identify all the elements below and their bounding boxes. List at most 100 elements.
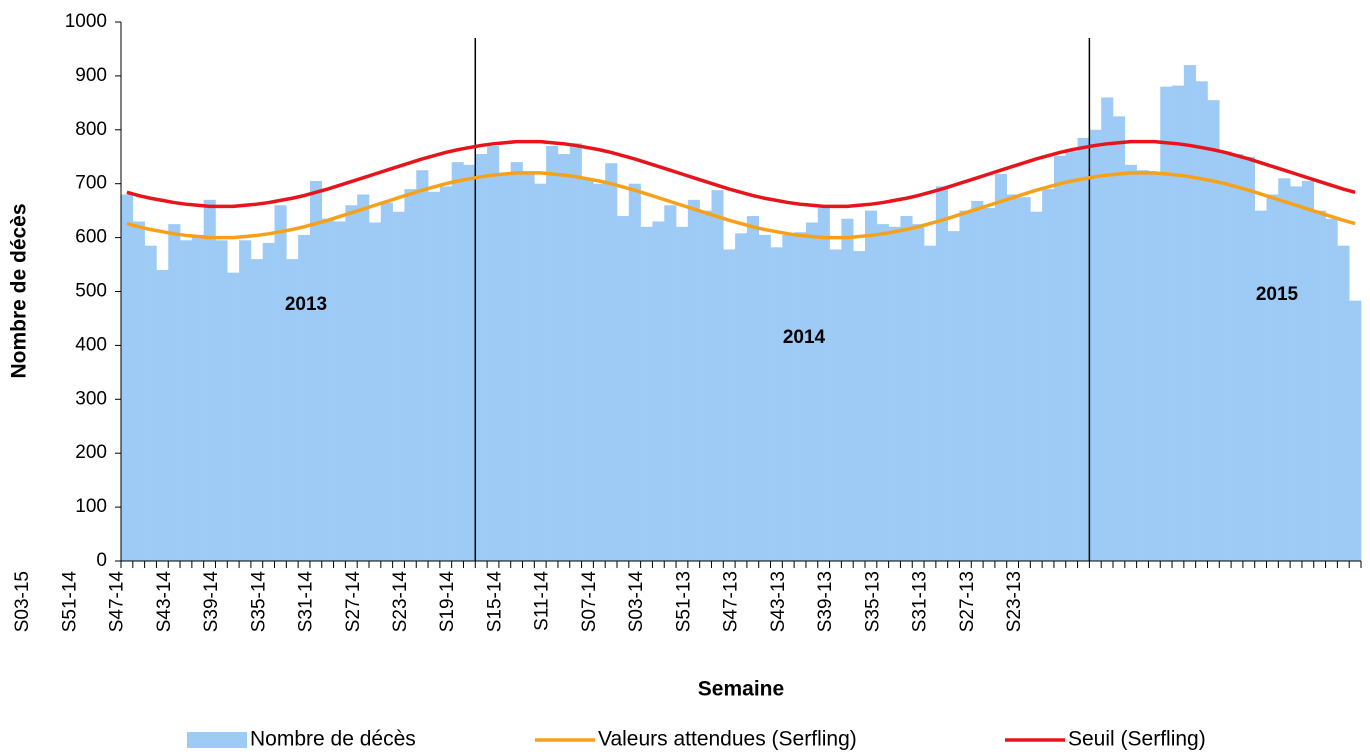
bar: [333, 221, 346, 561]
bar: [841, 218, 854, 562]
bar: [794, 232, 807, 561]
bar: [805, 222, 819, 561]
y-tick-label: 100: [75, 496, 107, 517]
bar: [829, 249, 842, 561]
legend-label: Nombre de décès: [250, 728, 416, 751]
bar: [770, 247, 783, 561]
bar: [1065, 151, 1078, 562]
bar: [1089, 129, 1102, 562]
bar: [416, 170, 429, 561]
x-tick-label: S31-14: [296, 571, 317, 633]
bar: [522, 172, 535, 562]
bar: [876, 224, 889, 561]
bar: [912, 224, 925, 561]
bar: [132, 221, 145, 561]
bar: [510, 162, 523, 561]
bar: [1325, 218, 1338, 562]
x-tick-label: S03-14: [626, 571, 647, 633]
bar: [593, 183, 606, 561]
legend-swatch: [187, 732, 247, 748]
bar: [1254, 210, 1267, 561]
bar: [392, 211, 405, 561]
bar: [1113, 116, 1126, 561]
y-axis-title: Nombre de décès: [8, 203, 31, 378]
bar: [534, 183, 547, 561]
bar: [1042, 189, 1055, 561]
bar: [900, 216, 913, 562]
bar: [664, 205, 677, 561]
bar: [1077, 137, 1090, 561]
bar: [1006, 194, 1019, 562]
bar: [227, 272, 240, 561]
bar: [1231, 154, 1244, 561]
bar: [463, 164, 476, 561]
bar: [758, 234, 771, 561]
bar: [121, 194, 134, 562]
bar: [1053, 155, 1067, 561]
bar: [1313, 210, 1326, 561]
x-tick-label: S27-13: [957, 571, 978, 632]
bar: [191, 234, 204, 561]
year-label: 2013: [285, 294, 327, 315]
bar: [1160, 86, 1173, 562]
bar: [687, 199, 700, 561]
bar: [286, 259, 299, 561]
bar: [1242, 156, 1256, 561]
year-label: 2014: [783, 327, 826, 348]
bar: [428, 191, 441, 561]
bar: [1349, 300, 1362, 561]
x-tick-label: S35-14: [248, 571, 269, 633]
bar: [1101, 97, 1114, 562]
bar: [994, 173, 1008, 562]
bar: [817, 207, 830, 561]
x-tick-label: S11-14: [532, 571, 553, 631]
x-tick-label: S47-14: [107, 571, 128, 633]
bar: [156, 269, 169, 561]
bar: [1195, 81, 1208, 561]
bar: [1290, 186, 1303, 561]
x-tick-label: S23-13: [1004, 571, 1025, 632]
y-tick-label: 300: [75, 388, 107, 409]
bar: [865, 210, 878, 561]
y-tick-label: 600: [75, 227, 107, 248]
bar: [203, 199, 216, 561]
y-tick-label: 700: [75, 173, 107, 194]
bar: [274, 205, 287, 561]
bar: [1172, 85, 1185, 562]
bar: [924, 245, 937, 561]
bar: [404, 189, 417, 561]
bar: [475, 154, 488, 561]
bar: [782, 234, 795, 561]
bar: [1183, 65, 1196, 562]
x-tick-label: S15-14: [484, 571, 505, 633]
bar: [1124, 164, 1137, 561]
bar: [439, 186, 452, 561]
y-tick-label: 900: [75, 65, 107, 86]
bar: [888, 226, 901, 561]
y-tick-label: 400: [75, 334, 107, 355]
bar: [321, 218, 334, 562]
legend-label: Seuil (Serfling): [1068, 728, 1206, 751]
bar: [298, 234, 311, 561]
x-tick-label: S51-14: [59, 571, 80, 633]
x-tick-label: S43-13: [768, 571, 789, 632]
bar: [262, 242, 275, 562]
bar: [652, 221, 665, 561]
bar: [487, 145, 500, 561]
x-tick-label: S31-13: [910, 571, 931, 632]
bar: [309, 181, 323, 561]
bar: [1301, 181, 1315, 561]
bar: [380, 202, 393, 561]
x-tick-label: S27-14: [343, 571, 364, 633]
line: [126, 139, 1356, 209]
bar: [735, 233, 748, 561]
bar: [180, 240, 193, 562]
y-tick-label: 500: [75, 281, 107, 302]
bar: [853, 251, 866, 561]
bar: [569, 143, 582, 561]
bar: [1337, 245, 1350, 561]
y-tick-label: 1000: [65, 11, 107, 32]
bar: [605, 163, 618, 561]
bar: [1278, 178, 1291, 561]
